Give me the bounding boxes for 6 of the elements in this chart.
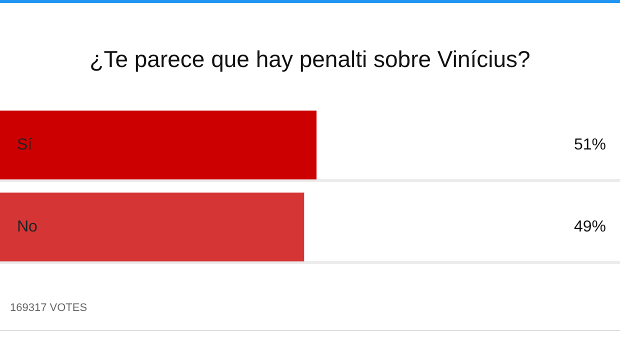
chart-title: ¿Te parece que hay penalti sobre Vinícius? [88, 46, 532, 73]
y-tick-label: Sí [17, 136, 33, 154]
data-label: 51% [574, 136, 606, 154]
text: 169317 VOTES [10, 302, 88, 314]
data-label: 49% [574, 218, 606, 236]
y-tick-label: No [17, 218, 38, 236]
